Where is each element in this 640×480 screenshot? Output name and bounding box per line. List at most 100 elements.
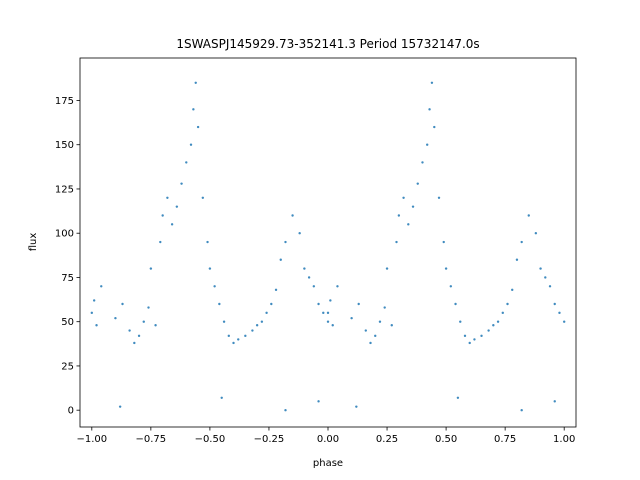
data-point	[220, 396, 223, 399]
data-point	[357, 302, 360, 306]
data-point	[307, 276, 311, 279]
data-point	[430, 81, 434, 84]
y-tick-label: 0	[68, 406, 74, 417]
data-point	[170, 223, 174, 226]
data-point	[468, 341, 471, 345]
data-point	[515, 258, 519, 261]
data-point	[364, 329, 367, 332]
data-point	[395, 240, 398, 244]
data-point	[463, 334, 467, 338]
data-point	[459, 320, 462, 323]
data-point	[336, 285, 339, 288]
x-tick-label: −0.50	[195, 434, 226, 445]
data-point	[326, 320, 330, 323]
data-point	[284, 408, 287, 412]
data-point	[114, 316, 117, 320]
data-point	[520, 240, 523, 244]
data-point	[149, 267, 153, 270]
data-point	[506, 302, 509, 306]
data-point	[390, 324, 393, 327]
data-point	[159, 240, 162, 244]
x-tick-label: −0.25	[254, 434, 285, 445]
data-point	[175, 205, 179, 208]
data-point	[133, 341, 136, 345]
data-point	[426, 143, 429, 146]
data-point	[222, 320, 226, 323]
data-point	[416, 182, 419, 185]
data-point	[237, 338, 240, 341]
data-point	[265, 311, 268, 315]
data-point	[206, 240, 209, 244]
data-point	[232, 341, 235, 345]
data-point	[449, 285, 453, 288]
data-point	[501, 311, 504, 315]
data-point	[553, 400, 556, 403]
y-tick-label: 125	[55, 184, 74, 195]
data-point	[121, 302, 124, 306]
x-axis: −1.00 −0.75 −0.50 −0.25 0.00 0.25 0.50 0.75 1.00	[76, 427, 575, 445]
data-point	[433, 125, 436, 129]
data-point	[444, 267, 448, 270]
x-tick-label: −1.00	[76, 434, 107, 445]
x-tick-label: 0.25	[376, 434, 398, 445]
x-axis-label: phase	[313, 458, 343, 469]
data-point	[317, 302, 320, 306]
data-point	[534, 232, 538, 235]
data-point	[189, 143, 193, 146]
data-point	[142, 320, 145, 323]
data-point	[553, 302, 556, 306]
data-point	[428, 108, 431, 111]
data-point	[454, 302, 457, 306]
data-point	[218, 302, 221, 306]
data-point	[411, 205, 415, 208]
data-point	[487, 329, 490, 332]
data-point	[100, 285, 103, 288]
data-point	[562, 320, 566, 323]
data-point	[374, 334, 377, 338]
data-point	[527, 214, 530, 217]
data-point	[407, 223, 410, 226]
y-tick-label: 175	[55, 96, 74, 107]
y-tick-label: 100	[55, 229, 74, 240]
data-point	[385, 267, 389, 270]
data-point	[291, 214, 294, 217]
x-tick-label: −0.75	[136, 434, 167, 445]
data-point	[284, 240, 287, 244]
data-point	[192, 108, 195, 111]
data-point	[154, 324, 157, 327]
data-point	[128, 329, 131, 332]
data-point	[118, 405, 122, 408]
data-point	[437, 196, 441, 200]
y-tick-label: 75	[61, 273, 74, 284]
chart-title: 1SWASPJ145929.73-352141.3 Period 1573214…	[176, 37, 479, 51]
data-point	[279, 258, 282, 261]
data-point	[421, 161, 424, 164]
data-point	[161, 214, 164, 217]
data-point	[350, 316, 353, 320]
x-tick-label: 0.75	[494, 434, 516, 445]
data-point	[473, 338, 476, 341]
data-point	[92, 299, 96, 302]
data-point	[201, 196, 205, 200]
data-point	[185, 161, 188, 164]
data-point	[166, 196, 169, 200]
y-tick-label: 50	[61, 317, 74, 328]
points-layer	[90, 81, 566, 412]
data-point	[378, 320, 382, 323]
data-point	[255, 324, 259, 327]
data-point	[402, 196, 405, 200]
x-tick-label: 0.50	[435, 434, 457, 445]
data-point	[496, 320, 500, 323]
x-tick-label: 1.00	[553, 434, 575, 445]
data-point	[317, 400, 320, 403]
data-point	[274, 288, 278, 292]
data-point	[213, 285, 216, 288]
data-point	[511, 288, 514, 292]
data-point	[90, 311, 94, 315]
data-point	[355, 405, 358, 408]
data-point	[251, 329, 254, 332]
data-point	[369, 341, 372, 345]
data-point	[312, 285, 316, 288]
data-point	[329, 299, 332, 302]
